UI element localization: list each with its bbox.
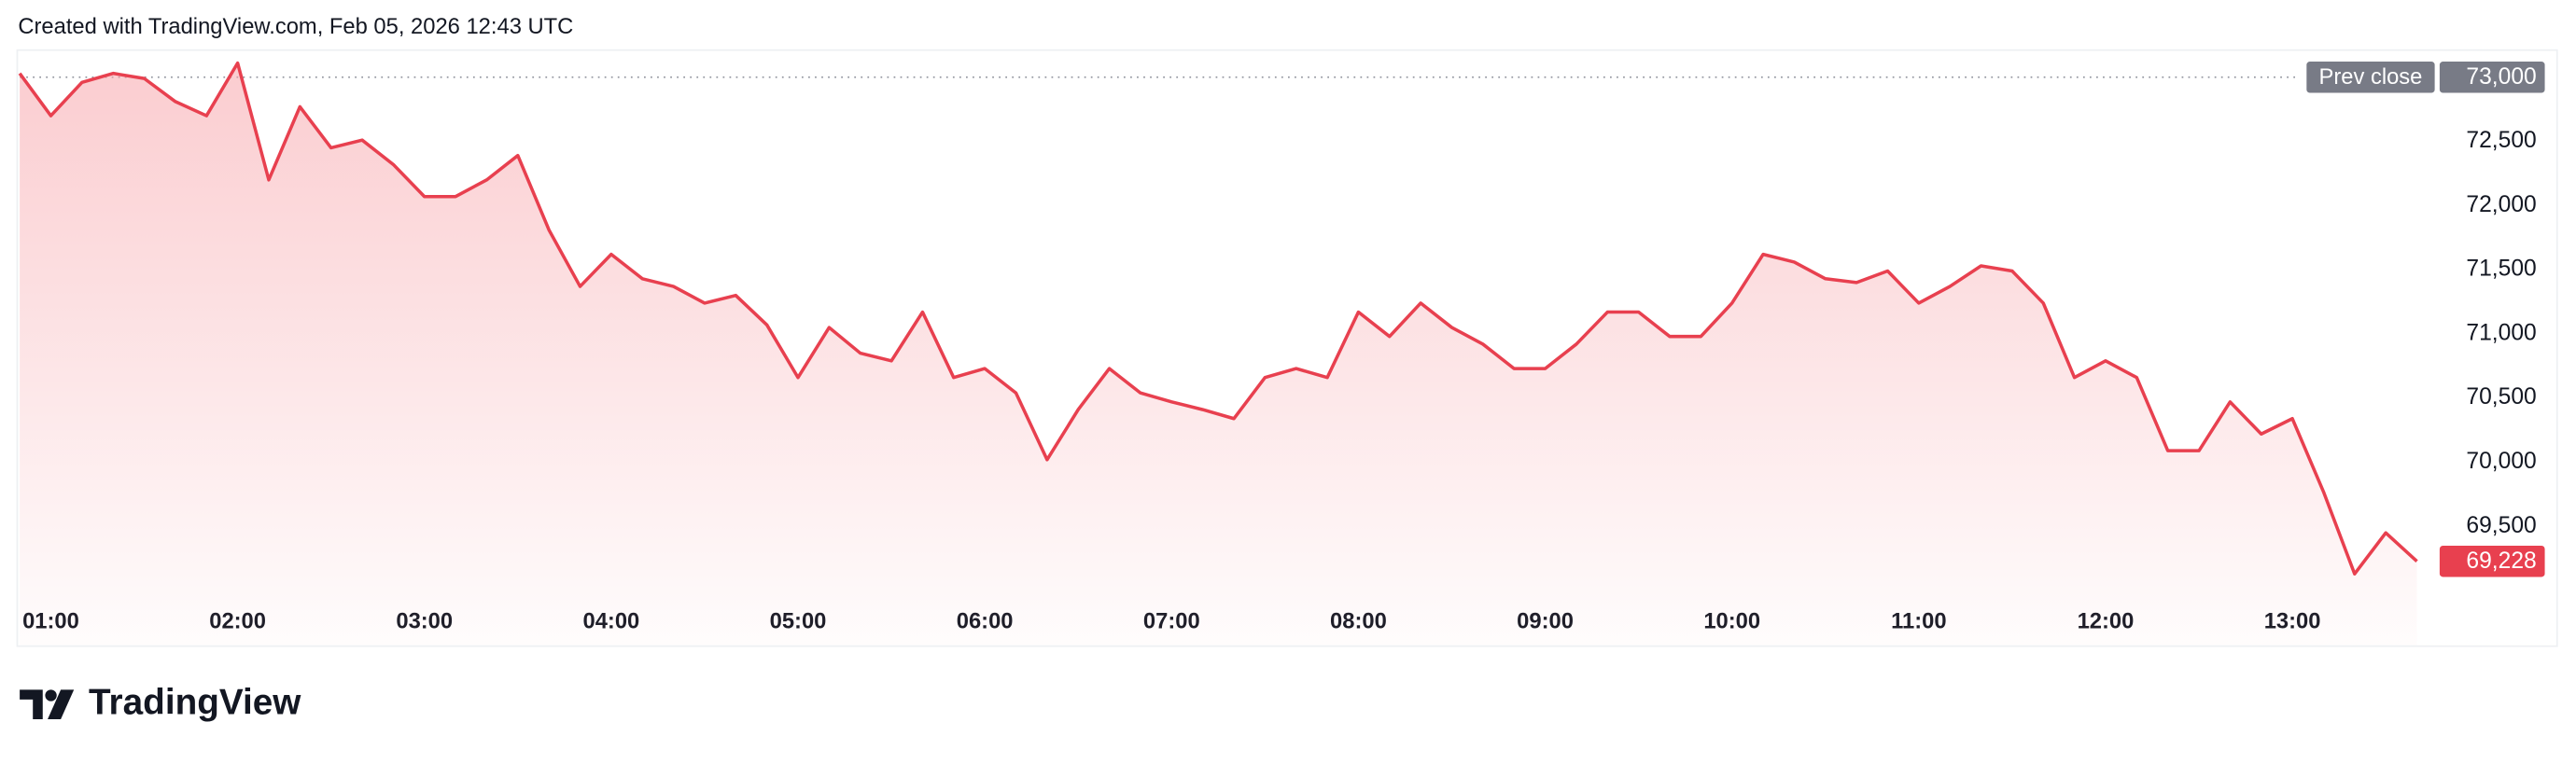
last-price-label: 69,228 <box>2466 549 2536 574</box>
y-tick-label: 70,500 <box>2466 384 2536 410</box>
y-tick-label: 70,000 <box>2466 449 2536 474</box>
brand-logo: TradingView <box>20 682 301 722</box>
plot-area: 69,500 70,000 70,500 71,000 71,500 72,000 72,5… <box>18 61 2545 646</box>
chart-frame <box>16 49 2558 647</box>
chart-title: Created with TradingView.com, Feb 05, 20… <box>18 14 573 39</box>
prev-close-value-tag <box>2439 62 2545 93</box>
brand-name: TradingView <box>89 682 301 722</box>
logo-mark <box>20 689 43 720</box>
y-tick-label: 72,500 <box>2466 128 2536 153</box>
last-price-tag <box>2439 546 2545 577</box>
price-line <box>18 61 2418 576</box>
prev-close-value: 73,000 <box>2466 64 2536 90</box>
area-fill <box>20 63 2417 646</box>
prev-close-name: Prev close <box>2319 64 2423 90</box>
logo-dot <box>45 689 57 701</box>
y-tick-label: 71,500 <box>2466 257 2536 282</box>
logo-mark <box>48 689 75 720</box>
prev-close-tag <box>2306 62 2435 93</box>
y-tick-label: 72,000 <box>2466 192 2536 217</box>
y-tick-label: 71,000 <box>2466 320 2536 345</box>
y-tick-label: 69,500 <box>2466 513 2536 538</box>
